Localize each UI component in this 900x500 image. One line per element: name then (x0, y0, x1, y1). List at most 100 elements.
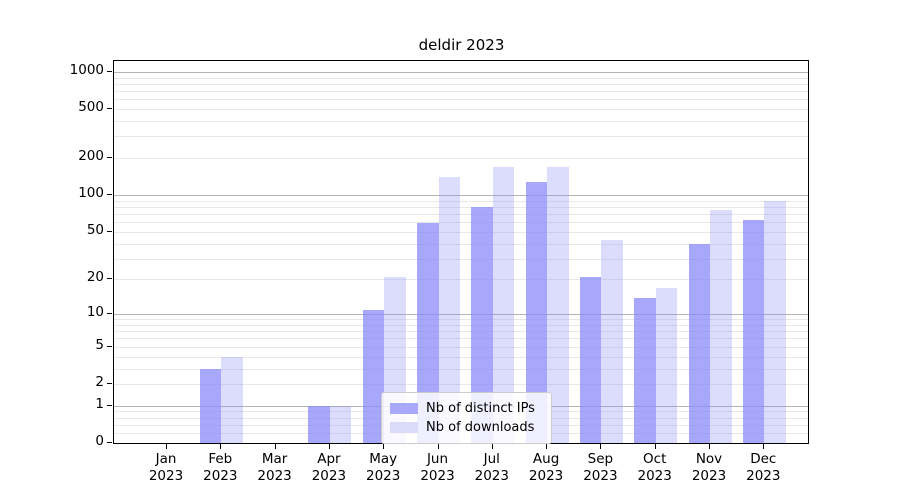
plot-area: Nb of distinct IPs Nb of downloads (113, 60, 809, 444)
legend-swatch-downloads (390, 422, 418, 433)
minor-gridline (114, 258, 808, 260)
bar-distinct-ips (362, 309, 385, 443)
bar-distinct-ips (471, 206, 493, 443)
major-gridline (114, 71, 808, 73)
minor-gridline (114, 83, 808, 85)
minor-gridline (114, 346, 808, 348)
minor-gridline (114, 200, 808, 202)
y-tick (107, 404, 112, 406)
y-tick (107, 442, 112, 443)
bar-distinct-ips (688, 243, 710, 443)
minor-gridline (114, 158, 808, 160)
minor-gridline (114, 206, 808, 208)
minor-gridline (114, 222, 808, 224)
legend-row-ips: Nb of distinct IPs (390, 399, 542, 418)
x-tick (654, 444, 656, 449)
minor-gridline (114, 356, 808, 358)
legend: Nb of distinct IPs Nb of downloads (381, 392, 552, 444)
y-tick-label: 2 (95, 373, 104, 390)
y-tick-label: 200 (78, 148, 104, 165)
y-tick (107, 278, 112, 280)
y-tick (107, 313, 112, 315)
bar-distinct-ips (199, 368, 222, 443)
y-tick-label: 20 (86, 269, 104, 286)
x-tick-label: Aug 2023 (528, 451, 564, 484)
bar-downloads (764, 200, 786, 443)
minor-gridline (114, 109, 808, 111)
bar-downloads (221, 356, 243, 443)
bar-distinct-ips (579, 276, 602, 443)
minor-gridline (114, 99, 808, 101)
minor-gridline (114, 91, 808, 93)
y-tick-label: 0 (95, 433, 104, 449)
minor-gridline (114, 338, 808, 340)
minor-gridline (114, 319, 808, 321)
y-tick-label: 500 (78, 99, 104, 116)
y-tick-label: 1 (95, 395, 104, 412)
x-tick (546, 444, 548, 449)
bar-distinct-ips (634, 297, 656, 443)
x-tick-label: Jul 2023 (474, 451, 509, 484)
x-tick-label: Feb 2023 (203, 451, 238, 484)
minor-gridline (114, 368, 808, 370)
x-tick-label: Nov 2023 (691, 451, 727, 484)
bar-distinct-ips (742, 220, 765, 443)
x-tick-label: Jan 2023 (148, 451, 184, 484)
x-tick-label: Apr 2023 (311, 451, 347, 484)
minor-gridline (114, 214, 808, 216)
x-tick (491, 444, 493, 449)
y-tick (107, 70, 112, 72)
x-tick (709, 444, 710, 449)
y-tick (107, 230, 112, 232)
x-tick-label: Jun 2023 (420, 451, 455, 484)
minor-gridline (114, 243, 808, 245)
x-tick (437, 444, 439, 449)
bar-downloads (655, 287, 678, 443)
bar-downloads (710, 210, 732, 443)
major-gridline (114, 314, 808, 316)
minor-gridline (114, 279, 808, 281)
y-tick-label: 1000 (69, 61, 104, 78)
y-tick-label: 100 (78, 185, 104, 202)
bar-downloads (438, 177, 460, 443)
minor-gridline (114, 121, 808, 123)
bar-distinct-ips (417, 223, 439, 443)
minor-gridline (114, 77, 808, 79)
bar-downloads (329, 405, 352, 443)
y-tick-label: 10 (86, 304, 104, 321)
bar-downloads (547, 166, 569, 443)
minor-gridline (114, 136, 808, 138)
chart-title: deldir 2023 (418, 36, 505, 54)
minor-gridline (114, 324, 808, 326)
x-tick-label: Dec 2023 (746, 451, 781, 484)
x-tick-label: Mar 2023 (257, 451, 292, 484)
x-tick (600, 444, 602, 449)
legend-swatch-ips (390, 403, 418, 414)
y-tick-label: 50 (86, 221, 104, 238)
x-tick (220, 444, 222, 449)
legend-label-ips: Nb of distinct IPs (426, 401, 535, 416)
minor-gridline (114, 231, 808, 233)
x-tick-label: May 2023 (366, 451, 401, 484)
x-tick (763, 444, 765, 449)
minor-gridline (114, 331, 808, 333)
x-tick (274, 444, 276, 449)
x-tick-label: Sep 2023 (583, 451, 618, 484)
x-tick-label: Oct 2023 (637, 451, 672, 484)
legend-label-downloads: Nb of downloads (426, 420, 535, 435)
major-gridline (114, 195, 808, 197)
y-tick (107, 157, 112, 159)
y-tick (107, 382, 112, 384)
y-tick-label: 5 (95, 336, 104, 353)
minor-gridline (114, 383, 808, 385)
y-tick (107, 194, 112, 196)
x-tick (383, 444, 385, 449)
y-tick (107, 108, 112, 110)
bar-distinct-ips (525, 182, 548, 443)
y-tick (107, 345, 112, 347)
bar-downloads (601, 239, 623, 443)
x-tick (166, 444, 167, 449)
bar-downloads (492, 166, 515, 443)
legend-row-downloads: Nb of downloads (390, 418, 542, 437)
